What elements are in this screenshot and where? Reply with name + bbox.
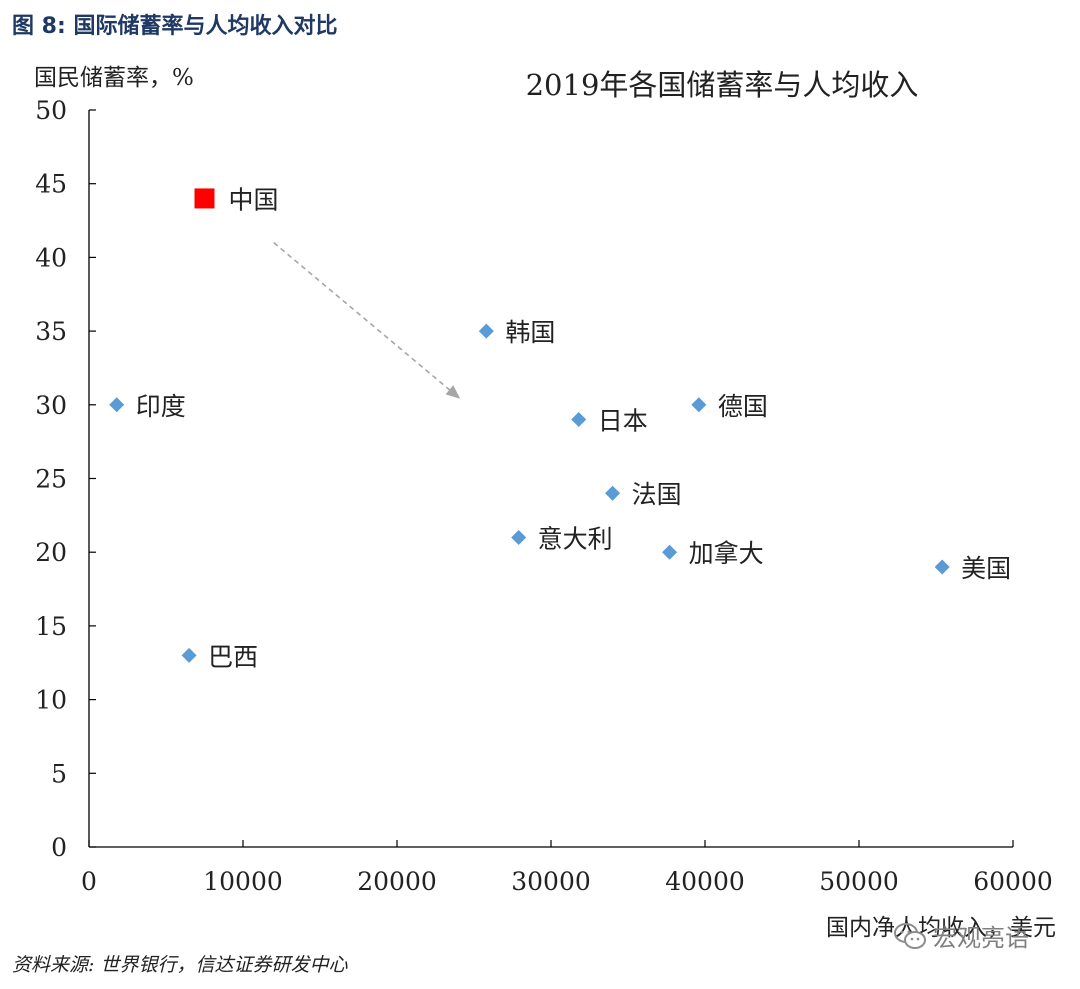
trend-arrow (273, 242, 461, 399)
wechat-icon (894, 922, 926, 949)
point-6-marker (605, 485, 621, 501)
y-tick-label: 25 (35, 465, 67, 494)
watermark-text: 宏观亮语 (933, 924, 1029, 952)
point-9-label: 美国 (961, 554, 1011, 583)
y-tick-label: 20 (35, 538, 67, 567)
point-5-marker (691, 397, 707, 413)
y-tick-label: 0 (51, 833, 67, 862)
y-tick-label: 30 (35, 391, 67, 420)
x-tick-label: 20000 (357, 867, 437, 896)
y-axis-label: 国民储蓄率，% (34, 65, 194, 91)
chart-title: 2019年各国储蓄率与人均收入 (526, 68, 919, 102)
point-2-label: 巴西 (208, 642, 258, 671)
annotations (273, 242, 461, 399)
point-4-marker (571, 412, 587, 428)
point-9-marker (934, 559, 950, 575)
point-3-label: 韩国 (505, 318, 555, 347)
y-tick-label: 40 (35, 243, 67, 272)
x-tick-label: 50000 (819, 867, 899, 896)
point-2-marker (181, 647, 197, 663)
x-tick-label: 10000 (203, 867, 283, 896)
point-7-marker (511, 529, 527, 545)
y-tick-label: 45 (35, 170, 67, 199)
x-axis-label: 国内净人均收入，美元 (826, 915, 1056, 941)
point-1-label: 印度 (136, 392, 186, 421)
point-0-label: 中国 (229, 185, 279, 214)
watermark: 宏观亮语 (893, 918, 1029, 953)
y-tick-label: 10 (35, 686, 67, 715)
figure-title: 国际储蓄率与人均收入对比 (73, 14, 338, 39)
x-tick-label: 40000 (665, 867, 745, 896)
y-tick-label: 50 (35, 96, 67, 125)
y-tick-label: 35 (35, 317, 67, 346)
point-8-marker (662, 544, 678, 560)
axes: 0 5 10 15 20 25 30 35 40 45 50 0 10000 20000 30000 4000… (35, 96, 1053, 896)
point-6-label: 法国 (632, 480, 682, 509)
source-note: 资料来源: 世界银行，信达证券研发中心 (12, 954, 348, 976)
figure-number: 图 8: (12, 14, 66, 39)
point-0-marker (194, 188, 215, 209)
x-tick-label: 60000 (973, 867, 1053, 896)
point-4-label: 日本 (598, 407, 648, 436)
point-7-label: 意大利 (538, 524, 613, 553)
point-1-marker (109, 397, 125, 413)
y-tick-label: 5 (51, 759, 67, 788)
y-tick-label: 15 (35, 612, 67, 641)
point-8-label: 加拿大 (689, 539, 764, 568)
x-tick-label: 0 (81, 867, 97, 896)
figure-header: 图 8: 国际储蓄率与人均收入对比 (12, 8, 337, 40)
point-5-label: 德国 (718, 392, 768, 421)
point-3-marker (478, 323, 494, 339)
x-tick-label: 30000 (511, 867, 591, 896)
